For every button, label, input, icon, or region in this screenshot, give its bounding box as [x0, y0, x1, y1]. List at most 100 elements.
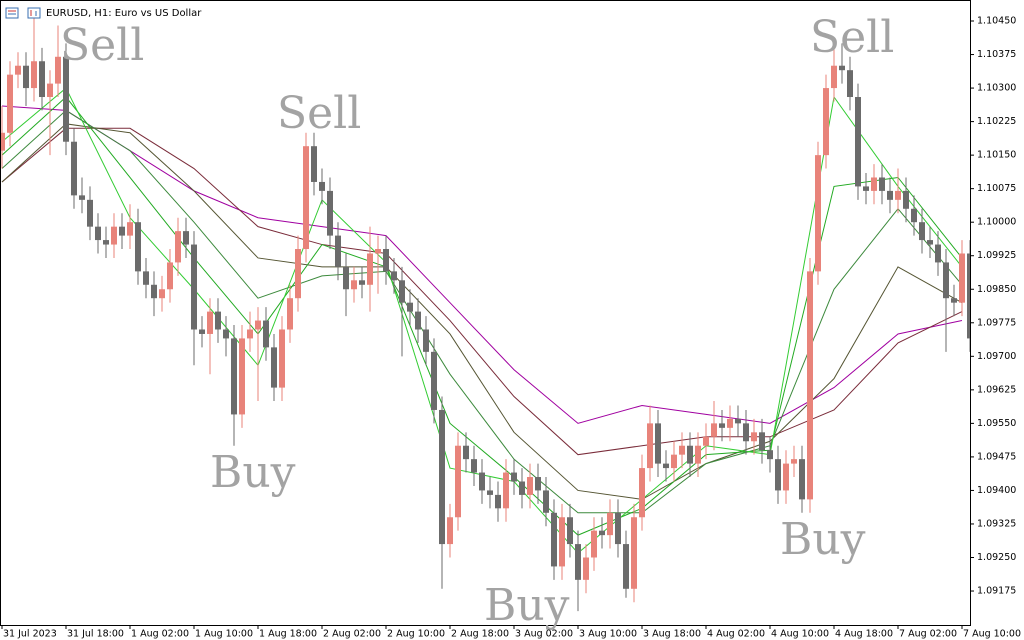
candle-body — [391, 271, 397, 281]
annotation: Buy — [210, 447, 296, 498]
y-tick-label: 1.09475 — [977, 451, 1016, 462]
candle-body — [527, 477, 533, 495]
candle-body — [447, 517, 453, 545]
candle-body — [711, 423, 717, 437]
candle-body — [567, 517, 573, 545]
candle-body — [263, 320, 269, 348]
ma-line — [1, 105, 963, 424]
candle-body — [95, 226, 101, 241]
candle-body — [63, 56, 69, 142]
candle-body — [79, 195, 85, 200]
y-tick-label: 1.09700 — [977, 351, 1016, 362]
candle-body — [727, 418, 733, 428]
candle-body — [303, 146, 309, 250]
candle-body — [359, 280, 365, 285]
candle-body — [55, 56, 61, 84]
candle-body — [559, 517, 565, 567]
candle-body — [671, 454, 677, 469]
candle-body — [431, 351, 437, 410]
candle-body — [111, 226, 117, 245]
candle-body — [287, 298, 293, 330]
candle-body — [591, 530, 597, 558]
x-tick-label: 7 Aug 02:00 — [899, 629, 957, 640]
candle-body — [823, 88, 829, 156]
candle-body — [703, 436, 709, 446]
y-tick-label: 1.09850 — [977, 284, 1016, 295]
candle-body — [247, 329, 253, 339]
candle-body — [319, 181, 325, 191]
candle-body — [383, 249, 389, 272]
x-tick-label: 7 Aug 10:00 — [963, 629, 1021, 640]
candle-body — [791, 459, 797, 464]
candle-body — [463, 445, 469, 460]
candle-body — [87, 199, 93, 227]
y-tick-label: 1.10150 — [977, 150, 1016, 161]
y-tick-label: 1.09925 — [977, 250, 1016, 261]
candle-body — [751, 432, 757, 442]
annotation: Buy — [780, 514, 866, 565]
y-tick-label: 1.09175 — [977, 586, 1016, 597]
x-tick-label: 2 Aug 02:00 — [323, 629, 381, 640]
candle-body — [119, 226, 125, 236]
candle-body — [535, 477, 541, 491]
x-tick-label: 3 Aug 02:00 — [515, 629, 573, 640]
candle-body — [471, 459, 477, 473]
x-tick-label: 4 Aug 18:00 — [835, 629, 893, 640]
candle-body — [335, 235, 341, 267]
x-tick-label: 31 Jul 18:00 — [67, 629, 124, 640]
candle-body — [103, 240, 109, 245]
candle-body — [743, 423, 749, 442]
candle-body — [399, 280, 405, 303]
candle-body — [847, 70, 853, 98]
candle-body — [23, 65, 29, 89]
y-tick-label: 1.10375 — [977, 49, 1016, 60]
chart-header: EURUSD, H1: Euro vs US Dollar — [46, 8, 202, 19]
candle-body — [647, 423, 653, 469]
candle-body — [343, 266, 349, 290]
annotation: Sell — [60, 20, 144, 71]
candle-body — [551, 512, 557, 567]
candle-body — [767, 450, 773, 460]
y-tick-label: 1.10000 — [977, 217, 1016, 228]
candle-body — [887, 190, 893, 200]
candle-body — [407, 302, 413, 312]
candle-body — [479, 472, 485, 491]
candle-body — [951, 298, 957, 303]
y-tick-label: 1.09325 — [977, 518, 1016, 529]
candle-body — [623, 544, 629, 589]
ma-line — [1, 96, 963, 536]
candle-body — [503, 472, 509, 509]
candle-body — [351, 280, 357, 290]
candle-body — [159, 289, 165, 299]
annotation: Buy — [484, 580, 570, 631]
candle-body — [519, 481, 525, 495]
candle-body — [639, 468, 645, 518]
candle-body — [775, 459, 781, 491]
candle-body — [495, 494, 501, 509]
candle-body — [367, 253, 373, 285]
candle-body — [935, 244, 941, 263]
plot-area — [1, 16, 970, 612]
x-tick-label: 2 Aug 18:00 — [451, 629, 509, 640]
candle-body — [31, 61, 37, 89]
candle-body — [199, 329, 205, 334]
candle-body — [167, 262, 173, 290]
candle-body — [695, 445, 701, 464]
candle-body — [135, 222, 141, 272]
candle-body — [39, 61, 45, 98]
candle-body — [631, 517, 637, 589]
ma-line — [1, 123, 963, 500]
x-tick-label: 31 Jul 2023 — [3, 629, 57, 640]
candle-body — [327, 190, 333, 236]
candle-body — [735, 418, 741, 424]
candle-body — [959, 253, 965, 303]
candle-body — [127, 222, 133, 236]
candle-body — [575, 544, 581, 580]
x-tick-label: 3 Aug 10:00 — [579, 629, 637, 640]
candle-body — [919, 222, 925, 241]
candle-body — [719, 423, 725, 428]
candle-body — [455, 445, 461, 518]
candle-body — [511, 472, 517, 482]
